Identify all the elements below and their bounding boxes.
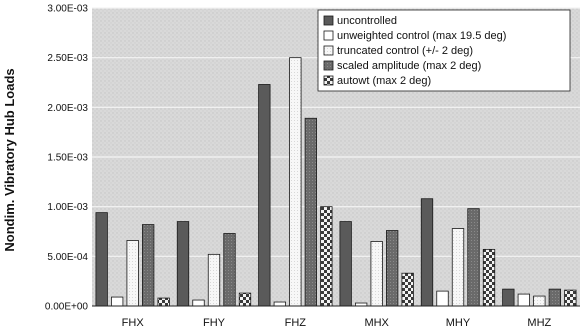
- legend-swatch-2: [323, 45, 334, 56]
- y-tick-label-0: 0.00E+00: [45, 302, 89, 313]
- bar-mhy-series-4: [482, 248, 496, 307]
- y-axis-label: Nondim. Vibratory Hub Loads: [2, 68, 17, 251]
- legend-label-0: uncontrolled: [337, 15, 397, 27]
- bar-mhz-series-4: [564, 289, 577, 307]
- y-tick-label-4: 2.00E-03: [47, 103, 88, 114]
- bar-fhz-series-2: [289, 57, 302, 307]
- bar-fhy-series-3: [223, 233, 236, 307]
- bars: [95, 57, 577, 307]
- bar-fhy-series-0: [176, 221, 190, 307]
- y-tick-label-6: 3.00E-03: [47, 4, 88, 15]
- bar-mhz-series-2: [533, 295, 546, 307]
- y-tick-labels: 0.00E+00 5.00E-04 1.00E-03 1.50E-03 2.00E-03…: [45, 4, 89, 313]
- bar-mhy-series-1: [436, 290, 449, 307]
- y-tick-label-3: 1.50E-03: [47, 153, 88, 164]
- x-category-label-fhx: FHX: [122, 317, 145, 329]
- x-category-label-mhx: MHX: [364, 317, 389, 329]
- y-tick-label-5: 2.50E-03: [47, 53, 88, 64]
- legend-label-4: autowt (max 2 deg): [337, 75, 431, 87]
- bar-fhy-series-1: [192, 299, 205, 307]
- bar-fhx-series-0: [95, 212, 108, 307]
- bar-mhy-series-2: [451, 228, 465, 307]
- bar-fhx-series-2: [126, 240, 139, 307]
- x-category-labels: FHX FHY FHZ MHX MHY MHZ: [122, 317, 552, 329]
- bar-fhz-series-4: [320, 206, 333, 307]
- x-category-label-mhy: MHY: [446, 317, 471, 329]
- bar-fhx-series-4: [157, 297, 170, 307]
- legend: uncontrolled unweighted control (max 19.5…: [317, 9, 571, 92]
- x-category-label-fhz: FHZ: [285, 317, 307, 329]
- x-category-label-fhy: FHY: [203, 317, 226, 329]
- bar-fhy-series-4: [238, 292, 252, 307]
- bar-mhx-series-3: [386, 230, 399, 307]
- bar-fhz-series-0: [258, 84, 271, 307]
- bar-mhz-series-0: [502, 288, 515, 307]
- bar-fhz-series-3: [304, 117, 317, 307]
- bar-mhx-series-4: [401, 272, 414, 307]
- legend-label-3: scaled amplitude (max 2 deg): [337, 60, 481, 72]
- legend-box: [317, 9, 571, 92]
- legend-swatch-0: [323, 15, 334, 26]
- bar-mhy-series-3: [467, 208, 480, 307]
- legend-swatch-3: [323, 60, 334, 71]
- bar-mhz-series-1: [517, 293, 530, 307]
- y-tick-label-1: 5.00E-04: [47, 252, 88, 263]
- x-category-label-mhz: MHZ: [527, 317, 551, 329]
- bar-mhx-series-0: [339, 221, 352, 307]
- legend-swatch-4: [323, 75, 334, 86]
- bar-fhy-series-2: [207, 253, 221, 307]
- bar-mhy-series-0: [420, 198, 434, 307]
- bar-fhx-series-3: [142, 224, 155, 307]
- bar-mhx-series-2: [370, 241, 383, 307]
- gridlines: [92, 7, 580, 257]
- bar-mhz-series-3: [548, 288, 561, 307]
- legend-label-1: unweighted control (max 19.5 deg): [337, 30, 506, 42]
- legend-swatch-1: [323, 30, 334, 41]
- bar-fhz-series-1: [273, 301, 286, 307]
- legend-label-2: truncated control (+/- 2 deg): [337, 45, 473, 57]
- y-tick-label-2: 1.00E-03: [47, 202, 88, 213]
- bar-fhx-series-1: [111, 296, 124, 307]
